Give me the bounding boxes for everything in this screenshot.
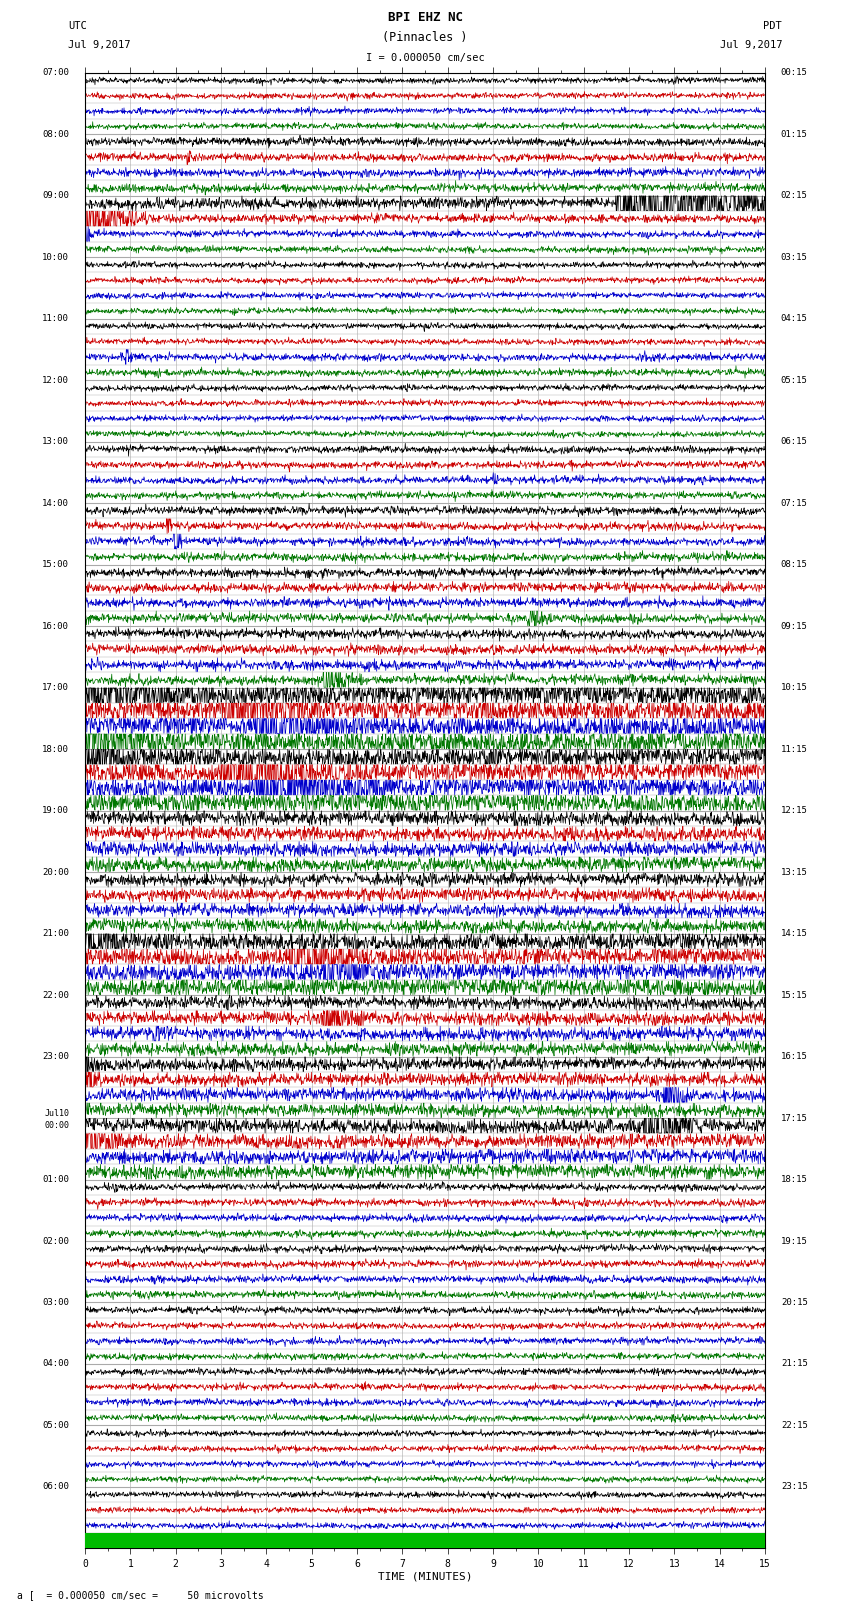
Text: 01:00: 01:00 <box>42 1174 69 1184</box>
Text: 02:15: 02:15 <box>781 190 807 200</box>
Text: 08:00: 08:00 <box>42 129 69 139</box>
Text: 04:15: 04:15 <box>781 315 807 323</box>
Text: 06:15: 06:15 <box>781 437 807 447</box>
Text: 17:15: 17:15 <box>781 1113 807 1123</box>
Text: 00:00: 00:00 <box>44 1121 69 1131</box>
Bar <box>85 1532 765 1548</box>
Text: 16:15: 16:15 <box>781 1052 807 1061</box>
Text: 16:00: 16:00 <box>42 621 69 631</box>
Text: 23:15: 23:15 <box>781 1482 807 1492</box>
Text: 17:00: 17:00 <box>42 682 69 692</box>
Text: 04:00: 04:00 <box>42 1360 69 1368</box>
Text: 07:00: 07:00 <box>42 68 69 77</box>
Text: 01:15: 01:15 <box>781 129 807 139</box>
Text: 14:15: 14:15 <box>781 929 807 939</box>
Text: (Pinnacles ): (Pinnacles ) <box>382 31 468 44</box>
Text: 12:00: 12:00 <box>42 376 69 384</box>
Text: 19:00: 19:00 <box>42 806 69 815</box>
Text: 20:15: 20:15 <box>781 1298 807 1307</box>
Text: 15:15: 15:15 <box>781 990 807 1000</box>
Text: 03:00: 03:00 <box>42 1298 69 1307</box>
Text: Jul 9,2017: Jul 9,2017 <box>719 40 782 50</box>
Text: 21:00: 21:00 <box>42 929 69 939</box>
Text: 10:15: 10:15 <box>781 682 807 692</box>
Text: 03:15: 03:15 <box>781 253 807 261</box>
Text: 05:15: 05:15 <box>781 376 807 384</box>
Text: 22:00: 22:00 <box>42 990 69 1000</box>
Text: 11:00: 11:00 <box>42 315 69 323</box>
Text: 11:15: 11:15 <box>781 745 807 753</box>
Text: 13:15: 13:15 <box>781 868 807 876</box>
Text: 09:15: 09:15 <box>781 621 807 631</box>
Text: 10:00: 10:00 <box>42 253 69 261</box>
Text: 20:00: 20:00 <box>42 868 69 876</box>
Text: Jul 9,2017: Jul 9,2017 <box>68 40 131 50</box>
Text: I = 0.000050 cm/sec: I = 0.000050 cm/sec <box>366 53 484 63</box>
Text: 12:15: 12:15 <box>781 806 807 815</box>
Text: 13:00: 13:00 <box>42 437 69 447</box>
Text: PDT: PDT <box>763 21 782 31</box>
X-axis label: TIME (MINUTES): TIME (MINUTES) <box>377 1571 473 1582</box>
Text: BPI EHZ NC: BPI EHZ NC <box>388 11 462 24</box>
Text: a [  = 0.000050 cm/sec =     50 microvolts: a [ = 0.000050 cm/sec = 50 microvolts <box>17 1590 264 1600</box>
Text: 23:00: 23:00 <box>42 1052 69 1061</box>
Text: 05:00: 05:00 <box>42 1421 69 1431</box>
Text: UTC: UTC <box>68 21 87 31</box>
Text: 15:00: 15:00 <box>42 560 69 569</box>
Text: 08:15: 08:15 <box>781 560 807 569</box>
Text: 22:15: 22:15 <box>781 1421 807 1431</box>
Text: 09:00: 09:00 <box>42 190 69 200</box>
Text: 00:15: 00:15 <box>781 68 807 77</box>
Text: 18:15: 18:15 <box>781 1174 807 1184</box>
Text: 07:15: 07:15 <box>781 498 807 508</box>
Text: 19:15: 19:15 <box>781 1237 807 1245</box>
Text: 06:00: 06:00 <box>42 1482 69 1492</box>
Text: 02:00: 02:00 <box>42 1237 69 1245</box>
Text: 14:00: 14:00 <box>42 498 69 508</box>
Text: 21:15: 21:15 <box>781 1360 807 1368</box>
Text: Jul10: Jul10 <box>44 1110 69 1118</box>
Text: 18:00: 18:00 <box>42 745 69 753</box>
